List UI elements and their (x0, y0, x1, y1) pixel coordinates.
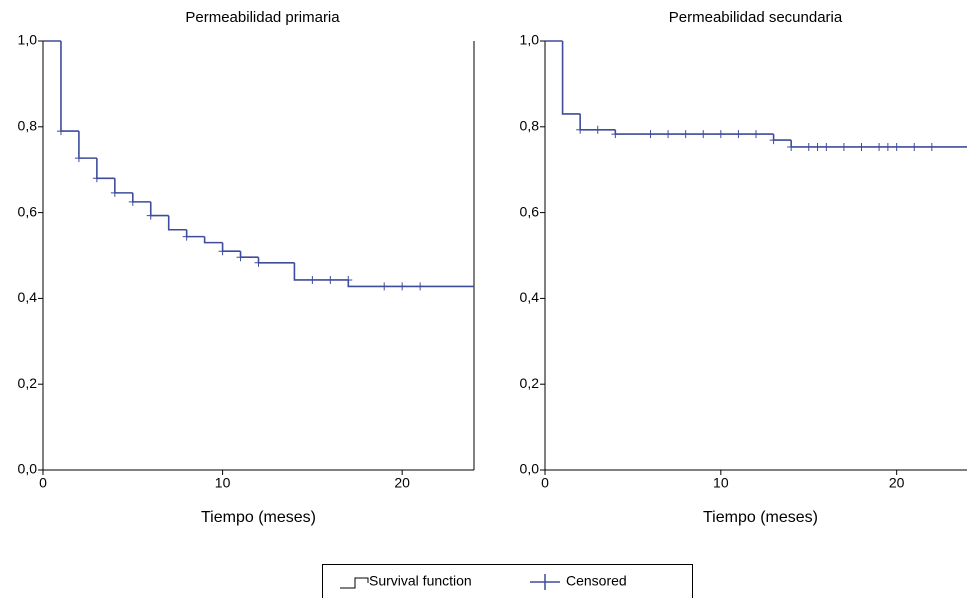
censored-mark (716, 130, 725, 139)
censored-mark (236, 253, 245, 262)
y-tick-label: 0,2 (520, 375, 540, 391)
censored-mark (646, 130, 655, 139)
censored-mark (699, 130, 708, 139)
survival-step (772, 134, 792, 141)
survival-step (221, 242, 241, 253)
y-tick-label: 0,8 (520, 118, 540, 134)
censored-mark (416, 282, 425, 291)
y-tick-label: 0,4 (520, 289, 540, 305)
censored-mark (664, 130, 673, 139)
censored-mark (611, 130, 620, 139)
y-tick-label: 0,2 (18, 375, 38, 391)
y-tick-label: 1,0 (520, 32, 540, 48)
survival-step (96, 158, 115, 180)
x-tick-label: 20 (394, 475, 410, 491)
y-tick-label: 0,6 (520, 203, 540, 219)
x-tick-label: 0 (39, 475, 47, 491)
legend-censor-icon (530, 574, 560, 590)
censored-mark (822, 142, 831, 151)
y-tick-label: 0,0 (520, 461, 540, 477)
censored-mark (326, 275, 335, 284)
legend-label: Survival function (369, 573, 472, 589)
chart-title: Permeabilidad secundaria (669, 9, 843, 26)
chart-title: Permeabilidad primaria (185, 9, 340, 26)
survival-step (60, 41, 79, 132)
censored-mark (857, 142, 866, 151)
censored-mark (752, 130, 760, 139)
censored-mark (218, 247, 227, 256)
censored-mark (892, 142, 901, 151)
y-tick-label: 0,8 (18, 118, 38, 134)
censored-mark (769, 136, 778, 145)
x-tick-label: 10 (713, 475, 729, 491)
legend-step-icon (340, 577, 369, 589)
survival-step (167, 215, 187, 231)
censored-mark (182, 232, 191, 241)
survival-step (114, 178, 133, 194)
survival-step (293, 262, 349, 281)
legend-label: Censored (566, 573, 627, 589)
legend: Survival function Censored (322, 564, 693, 598)
censored-mark (910, 142, 919, 151)
survival-step (257, 257, 295, 264)
y-tick-label: 0,0 (18, 461, 38, 477)
censored-mark (839, 142, 848, 151)
survival-step (78, 131, 97, 159)
censored-mark (146, 211, 155, 220)
censored-mark (804, 142, 813, 151)
censored-mark (883, 142, 892, 151)
y-tick-label: 1,0 (18, 32, 38, 48)
x-tick-label: 10 (215, 475, 231, 491)
censored-mark (681, 130, 690, 139)
censored-mark (92, 174, 101, 183)
y-tick-label: 0,4 (18, 289, 38, 305)
survival-step (203, 236, 223, 244)
axis-frame (544, 41, 967, 471)
censored-mark (380, 282, 389, 291)
x-tick-label: 0 (541, 475, 549, 491)
censored-mark (128, 197, 137, 206)
survival-step (131, 192, 151, 203)
censored-mark (254, 258, 263, 267)
survival-step (614, 129, 774, 135)
survival-step (561, 41, 581, 115)
axis-frame (42, 41, 475, 471)
survival-step (185, 229, 205, 238)
censored-mark (344, 275, 353, 284)
survival-step (149, 201, 169, 217)
censored-mark (593, 125, 602, 134)
censored-mark (734, 130, 743, 139)
censored-mark (308, 275, 317, 284)
censored-mark (56, 127, 65, 136)
survival-step (239, 251, 259, 259)
x-axis-label: Tiempo (meses) (703, 509, 818, 526)
x-axis-label: Tiempo (meses) (201, 509, 316, 526)
censored-mark (74, 154, 83, 163)
censored-mark (576, 125, 585, 134)
censored-mark (813, 142, 822, 151)
survival-step (347, 279, 474, 288)
legend-box (322, 564, 693, 598)
censored-mark (787, 142, 796, 151)
censored-mark (110, 188, 119, 197)
x-tick-label: 20 (889, 475, 905, 491)
censored-mark (398, 282, 407, 291)
censored-mark (927, 142, 936, 151)
y-tick-label: 0,6 (18, 203, 38, 219)
censored-mark (875, 142, 884, 151)
